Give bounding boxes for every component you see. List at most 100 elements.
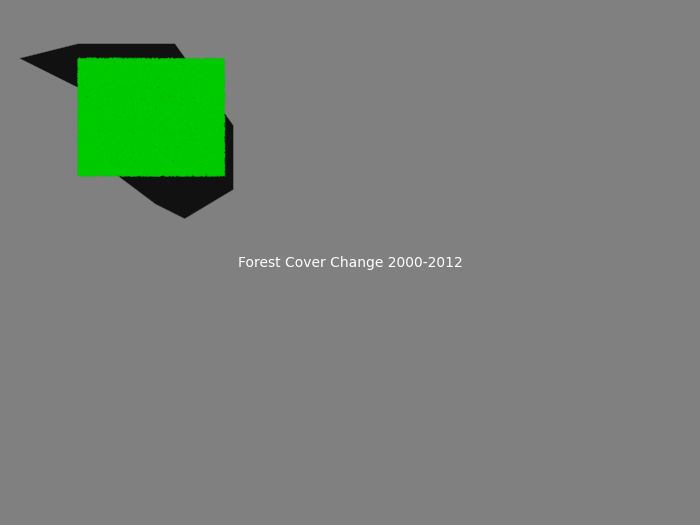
- Point: [211, 139, 222, 148]
- Point: [148, 158, 159, 166]
- Point: [99, 59, 110, 68]
- Point: [83, 78, 94, 86]
- Point: [81, 140, 92, 149]
- Point: [160, 85, 172, 93]
- Point: [130, 69, 141, 77]
- Point: [107, 165, 118, 174]
- Point: [195, 167, 206, 175]
- Point: [176, 78, 188, 87]
- Point: [96, 139, 107, 148]
- Point: [172, 65, 183, 73]
- Point: [85, 104, 97, 112]
- Point: [162, 162, 173, 170]
- Point: [106, 169, 117, 177]
- Point: [106, 112, 117, 121]
- Point: [183, 162, 195, 171]
- Point: [215, 66, 226, 74]
- Point: [188, 121, 199, 130]
- Point: [92, 121, 104, 129]
- Point: [146, 160, 157, 169]
- Point: [88, 171, 99, 179]
- Point: [206, 164, 218, 172]
- Point: [179, 110, 190, 119]
- Point: [103, 56, 114, 65]
- Point: [81, 121, 92, 130]
- Point: [125, 78, 136, 86]
- Point: [212, 57, 223, 65]
- Point: [197, 73, 209, 81]
- Point: [147, 138, 158, 146]
- Point: [104, 67, 115, 75]
- Point: [106, 90, 117, 99]
- Point: [100, 102, 111, 110]
- Point: [126, 86, 137, 94]
- Point: [176, 140, 188, 149]
- Point: [178, 99, 189, 108]
- Point: [217, 69, 228, 77]
- Point: [83, 81, 94, 89]
- Point: [75, 153, 86, 161]
- Point: [79, 76, 90, 84]
- Point: [86, 163, 97, 171]
- Point: [112, 124, 123, 133]
- Point: [85, 143, 96, 151]
- Point: [169, 152, 181, 161]
- Point: [211, 113, 222, 121]
- Point: [218, 149, 229, 158]
- Point: [144, 79, 155, 87]
- Point: [104, 133, 115, 142]
- Point: [166, 90, 177, 99]
- Point: [217, 120, 228, 129]
- Point: [187, 56, 198, 65]
- Point: [106, 61, 117, 70]
- Point: [90, 106, 101, 114]
- Point: [143, 86, 154, 94]
- Point: [184, 99, 195, 108]
- Point: [97, 81, 108, 90]
- Point: [98, 69, 109, 78]
- Point: [128, 158, 139, 166]
- Point: [88, 133, 99, 141]
- Point: [204, 75, 216, 83]
- Point: [134, 63, 145, 71]
- Point: [183, 74, 194, 82]
- Point: [105, 111, 116, 119]
- Point: [196, 71, 207, 80]
- Point: [95, 139, 106, 147]
- Point: [97, 134, 108, 143]
- Point: [138, 99, 149, 108]
- Point: [78, 139, 90, 148]
- Point: [74, 131, 85, 139]
- Point: [144, 93, 155, 101]
- Point: [81, 90, 92, 98]
- Point: [204, 149, 216, 157]
- Point: [122, 123, 133, 132]
- Point: [152, 80, 163, 89]
- Point: [179, 65, 190, 74]
- Point: [120, 130, 131, 139]
- Point: [162, 138, 173, 146]
- Point: [175, 131, 186, 140]
- Point: [174, 56, 185, 64]
- Point: [122, 60, 133, 68]
- Point: [80, 152, 92, 160]
- Point: [161, 124, 172, 132]
- Point: [136, 135, 147, 144]
- Point: [178, 153, 189, 161]
- Point: [94, 69, 105, 77]
- Point: [195, 122, 206, 130]
- Point: [142, 114, 153, 123]
- Point: [84, 54, 95, 62]
- Point: [149, 128, 160, 136]
- Point: [106, 123, 117, 132]
- Point: [80, 109, 92, 117]
- Point: [129, 137, 140, 145]
- Point: [136, 85, 148, 93]
- Point: [80, 136, 91, 144]
- Point: [148, 169, 159, 177]
- Point: [92, 102, 104, 111]
- Point: [171, 162, 182, 170]
- Point: [78, 74, 89, 82]
- Point: [90, 79, 101, 88]
- Point: [174, 115, 186, 123]
